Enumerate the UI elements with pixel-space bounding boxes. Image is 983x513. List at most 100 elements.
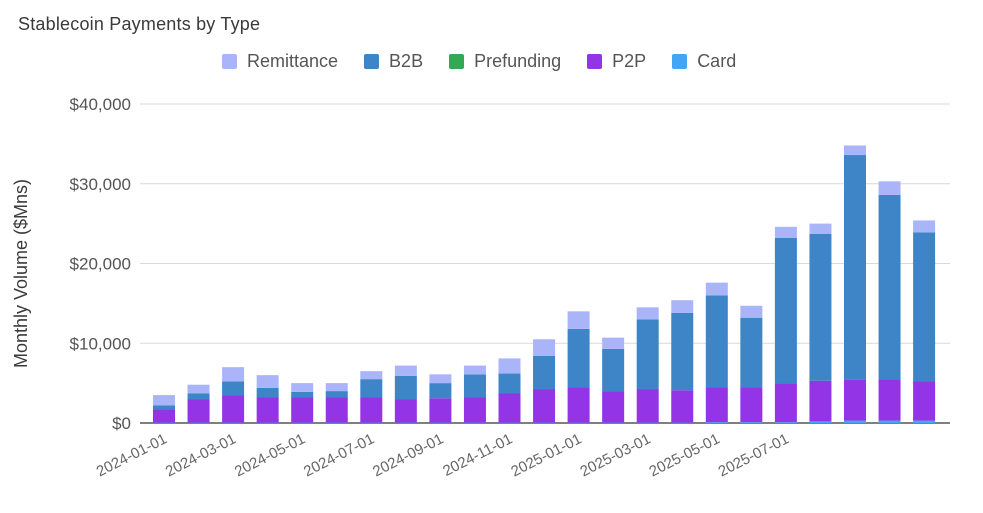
bar-remittance [498,358,521,374]
bar-b2b [671,312,694,391]
bar-b2b [429,383,452,399]
bar-b2b [463,374,486,398]
bar-p2p [844,379,866,421]
bar-p2p [602,391,625,423]
bar-b2b [394,375,417,400]
y-axis-label: Monthly Volume ($Mns) [11,179,31,368]
chart-legend: Remittance B2B Prefunding P2P Card [222,49,762,73]
legend-swatch-p2p [587,53,603,69]
bar-card [913,420,936,423]
x-tick-label: 2025-03-01 [577,430,653,480]
bar-remittance [878,181,901,195]
legend-label-p2p: P2P [612,50,647,71]
bar-p2p [291,397,314,423]
bar-remittance [602,337,625,349]
bar-p2p [913,381,936,421]
bar-remittance [429,374,452,384]
bar-card [705,422,728,423]
legend-item-prefunding: Prefunding [449,51,561,72]
x-tick-label: 2024-09-01 [370,430,446,480]
bar-remittance [187,384,210,394]
legend-label-b2b: B2B [389,50,424,71]
bar-remittance [153,395,175,406]
bar-remittance [394,365,417,376]
bar-p2p [774,383,797,423]
bar-b2b [187,393,210,400]
y-tick-label: $20,000 [70,255,131,274]
bar-remittance [913,220,936,233]
bar-p2p [671,390,694,423]
bar-remittance [740,305,763,318]
legend-label-card: Card [697,50,737,71]
x-tick-label: 2024-11-01 [440,430,515,479]
bar-p2p [809,380,832,422]
bar-b2b [291,391,314,398]
x-tick-label: 2024-01-01 [94,430,170,480]
legend-swatch-card [672,53,688,69]
bar-remittance [774,226,797,238]
bar-b2b [878,194,901,380]
bar-card [844,420,866,423]
bar-remittance [705,282,728,296]
bar-b2b [740,317,763,388]
bar-b2b [498,373,521,394]
bar-p2p [463,397,486,423]
bar-remittance [325,383,348,392]
bar-remittance [291,383,314,392]
bar-b2b [809,233,832,381]
y-tick-label: $30,000 [70,175,131,194]
bar-p2p [878,379,901,421]
bar-remittance [360,371,383,380]
bar-b2b [325,391,348,398]
bar-p2p [394,399,417,423]
bar-remittance [256,375,279,388]
bar-b2b [844,155,866,380]
legend-swatch-b2b [364,53,380,69]
bar-card [774,422,797,423]
x-tick-label: 2025-07-01 [716,430,792,480]
bar-p2p [567,387,590,423]
legend-item-card: Card [672,51,736,72]
bar-p2p [498,393,521,423]
x-tick-label: 2024-03-01 [163,430,239,480]
bar-p2p [705,387,728,423]
legend-label-remittance: Remittance [247,50,339,71]
bar-p2p [429,398,452,423]
bar-b2b [602,348,625,392]
legend-item-remittance: Remittance [222,51,338,72]
y-tick-label: $10,000 [70,334,131,353]
bar-card [740,422,763,423]
y-tick-label: $0 [112,414,131,433]
legend-label-prefunding: Prefunding [474,50,562,71]
legend-item-b2b: B2B [364,51,423,72]
bar-b2b [774,237,797,384]
bar-remittance [567,311,590,329]
x-tick-label: 2025-01-01 [508,430,584,480]
bar-p2p [187,399,210,423]
bar-p2p [533,389,556,423]
bar-p2p [325,397,348,423]
bar-remittance [809,223,832,234]
bar-p2p [636,389,659,423]
bar-remittance [844,145,866,156]
legend-swatch-remittance [222,53,237,69]
chart-title: Stablecoin Payments by Type [18,14,261,34]
y-tick-label: $40,000 [70,95,131,114]
bar-remittance [533,339,556,357]
bar-b2b [567,328,590,388]
bar-remittance [222,367,245,382]
bar-b2b [153,405,175,410]
bar-b2b [360,379,383,398]
x-tick-label: 2024-05-01 [232,430,308,480]
bar-remittance [671,300,694,313]
legend-swatch-prefunding [449,53,465,69]
x-tick-label: 2025-05-01 [647,430,723,480]
bar-p2p [360,397,383,423]
bar-p2p [256,397,279,423]
bar-remittance [636,307,659,320]
bar-p2p [740,387,763,423]
bar-b2b [533,356,556,390]
bar-p2p [153,409,175,423]
bar-card [878,420,901,423]
